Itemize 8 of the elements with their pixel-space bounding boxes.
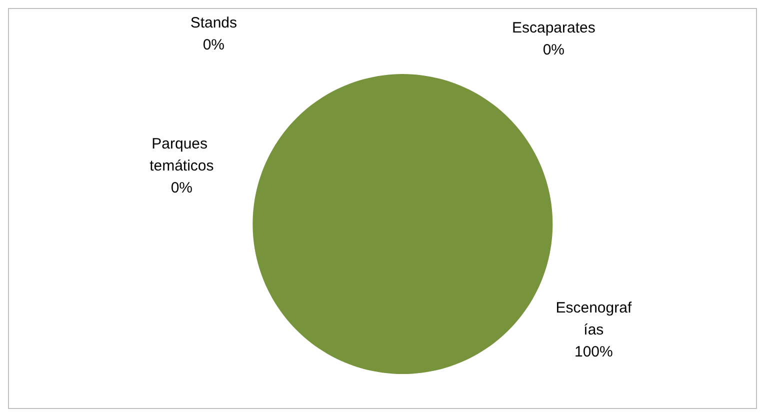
category-label: Stands (190, 14, 238, 32)
text: 0% (542, 42, 565, 59)
data-label: 100% (574, 344, 613, 361)
text: 0% (202, 36, 225, 54)
category-label: Escaparates (512, 20, 596, 37)
slice-label: Escenografías (556, 300, 632, 339)
category-label: Parques temáticos (150, 136, 214, 175)
text: 0% (170, 180, 193, 197)
